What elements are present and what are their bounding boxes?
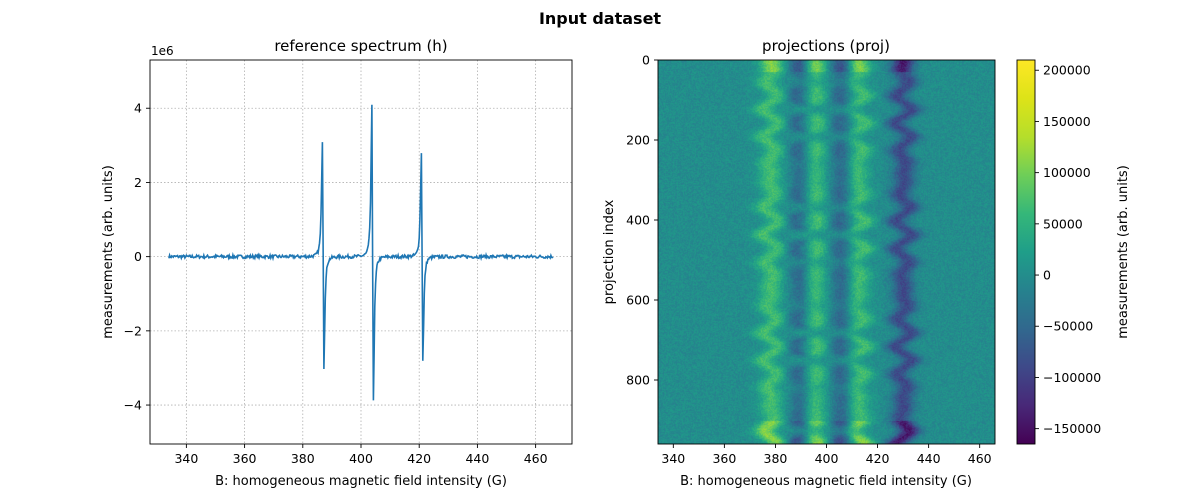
colorbar-tick-label: 150000 <box>1043 114 1091 129</box>
spectrum-ytick-label: −4 <box>124 398 142 413</box>
projections-ytick-label: 800 <box>626 373 650 388</box>
colorbar-label: measurements (arb. units) <box>1116 165 1131 339</box>
projections-xlabel: B: homogeneous magnetic field intensity … <box>680 474 972 489</box>
spectrum-ytick-label: 2 <box>134 175 142 190</box>
spectrum-xtick-label: 340 <box>174 451 198 466</box>
spectrum-xtick-label: 360 <box>233 451 257 466</box>
projections-xtick-label: 400 <box>815 451 839 466</box>
projections-y-ticks: 0 200 400 600 800 <box>626 53 658 388</box>
figure-title: Input dataset <box>539 9 661 28</box>
spectrum-xtick-label: 440 <box>465 451 489 466</box>
colorbar-tick-label: 50000 <box>1043 216 1083 231</box>
spectrum-xlabel: B: homogeneous magnetic field intensity … <box>215 474 507 489</box>
projections-panel: projections (proj) 340 360 380 400 420 440 460… <box>602 37 996 489</box>
spectrum-xtick-label: 460 <box>524 451 548 466</box>
projections-ytick-label: 0 <box>642 53 650 68</box>
colorbar: −150000 −100000 −50000 0 50000 100000 150000 20… <box>1016 59 1131 445</box>
projections-x-ticks: 340 360 380 400 420 440 460 <box>661 444 992 466</box>
spectrum-title: reference spectrum (h) <box>274 37 447 55</box>
colorbar-ticks: −150000 −100000 −50000 0 50000 100000 150000 20… <box>1035 63 1101 436</box>
projections-xtick-label: 460 <box>968 451 992 466</box>
spectrum-line <box>168 104 554 401</box>
projections-xtick-label: 440 <box>917 451 941 466</box>
colorbar-tick-label: −150000 <box>1043 421 1101 436</box>
colorbar-tick-label: −50000 <box>1043 319 1093 334</box>
projections-xtick-label: 340 <box>661 451 685 466</box>
spectrum-grid <box>150 60 572 444</box>
projections-xtick-label: 420 <box>866 451 890 466</box>
projections-ytick-label: 600 <box>626 293 650 308</box>
spectrum-x-ticks: 340 360 380 400 420 440 460 <box>174 444 548 466</box>
spectrum-xtick-label: 420 <box>407 451 431 466</box>
spectrum-panel: reference spectrum (h) 340 360 380 400 420 44… <box>101 37 573 489</box>
colorbar-tick-label: 200000 <box>1043 63 1091 78</box>
projections-xtick-label: 380 <box>764 451 788 466</box>
colorbar-tick-label: −100000 <box>1043 370 1101 385</box>
projections-ytick-label: 200 <box>626 133 650 148</box>
spectrum-ytick-label: −2 <box>124 323 142 338</box>
spectrum-y-ticks: −4 −2 0 2 4 <box>124 101 150 413</box>
spectrum-ytick-label: 0 <box>134 249 142 264</box>
spectrum-xtick-label: 380 <box>291 451 315 466</box>
projections-ylabel: projection index <box>602 199 617 304</box>
projections-ytick-label: 400 <box>626 213 650 228</box>
colorbar-gradient <box>1016 59 1036 445</box>
projections-title: projections (proj) <box>762 37 890 55</box>
spectrum-ytick-label: 4 <box>134 101 142 116</box>
colorbar-tick-label: 100000 <box>1043 165 1091 180</box>
projections-heatmap <box>658 60 995 444</box>
spectrum-y-offset: 1e6 <box>151 44 174 58</box>
spectrum-xtick-label: 400 <box>349 451 373 466</box>
spectrum-ylabel: measurements (arb. units) <box>101 165 116 339</box>
projections-xtick-label: 360 <box>712 451 736 466</box>
colorbar-tick-label: 0 <box>1043 268 1051 283</box>
